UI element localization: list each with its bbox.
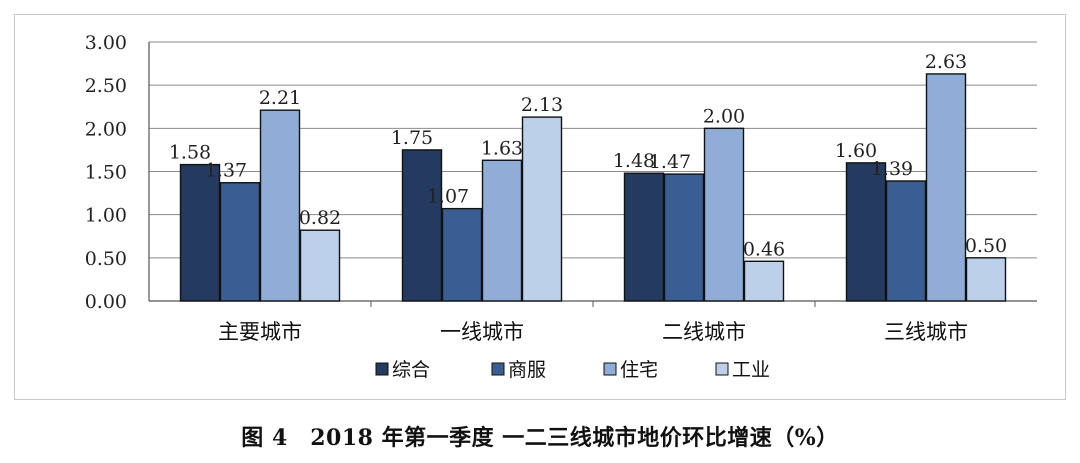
bar	[845, 162, 887, 302]
legend-label: 工业	[732, 359, 770, 381]
data-label: 1.37	[205, 160, 247, 182]
data-label: 0.82	[299, 207, 341, 229]
chart-frame	[14, 14, 1066, 400]
category-label: 三线城市	[884, 320, 968, 344]
bar	[259, 109, 301, 302]
y-tick-label: 0.50	[85, 248, 127, 270]
bar	[925, 73, 967, 302]
legend-swatch	[491, 362, 505, 376]
data-label: 1.58	[169, 142, 211, 164]
bar	[219, 182, 261, 302]
bar	[743, 260, 785, 302]
bar	[965, 257, 1007, 302]
y-tick-label: 3.00	[85, 32, 127, 54]
bar	[885, 180, 927, 302]
category-label: 二线城市	[662, 320, 746, 344]
y-tick-label: 1.50	[85, 162, 127, 184]
legend-swatch	[603, 362, 617, 376]
data-label: 0.46	[743, 238, 785, 260]
legend-label: 综合	[392, 359, 430, 381]
y-tick-label: 2.00	[85, 118, 127, 140]
y-tick-label: 2.50	[85, 75, 127, 97]
data-label: 2.00	[703, 105, 745, 127]
data-label: 1.39	[871, 158, 913, 180]
legend-swatch	[375, 362, 389, 376]
bar	[481, 159, 523, 302]
data-label: 1.07	[427, 186, 469, 208]
legend-label: 商服	[508, 359, 546, 381]
bar	[179, 163, 221, 302]
data-label: 1.75	[391, 127, 433, 149]
data-label: 0.50	[965, 235, 1007, 257]
data-label: 1.48	[613, 150, 655, 172]
bar	[401, 149, 443, 302]
bar	[299, 229, 341, 302]
bar	[521, 116, 563, 302]
data-label: 1.60	[835, 140, 877, 162]
legend-label: 住宅	[620, 359, 658, 381]
legend-swatch	[715, 362, 729, 376]
data-label: 2.13	[521, 94, 563, 116]
y-tick-label: 0.00	[85, 291, 127, 313]
data-label: 2.21	[259, 87, 301, 109]
data-label: 1.47	[649, 151, 691, 173]
category-label: 一线城市	[440, 320, 524, 344]
data-label: 2.63	[925, 51, 967, 73]
category-label: 主要城市	[218, 320, 302, 344]
data-label: 1.63	[481, 137, 523, 159]
bar	[441, 207, 483, 302]
figure-caption: 图 4 2018 年第一季度 一二三线城市地价环比增速（%）	[241, 425, 839, 451]
bar	[623, 172, 665, 302]
bar	[663, 173, 705, 302]
bar	[703, 127, 745, 302]
y-tick-label: 1.00	[85, 205, 127, 227]
